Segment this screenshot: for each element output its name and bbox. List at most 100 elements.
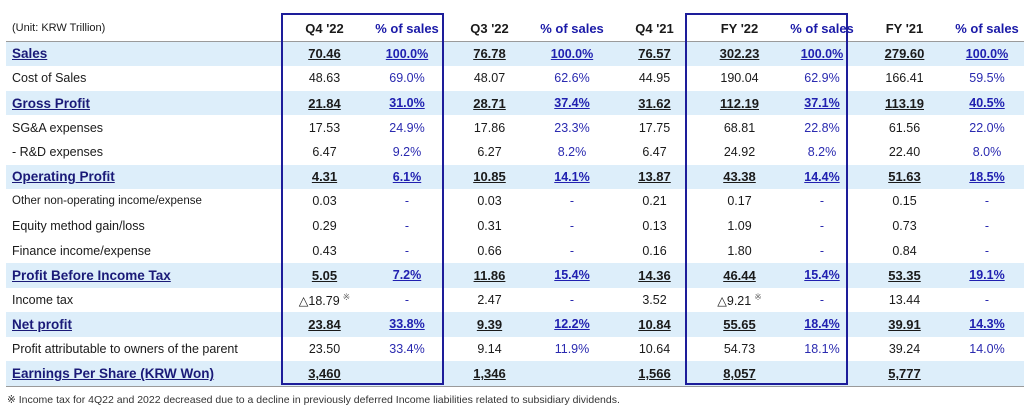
amount-value: 0.15 [892, 194, 917, 209]
value-cell: 0.84 [862, 238, 947, 263]
amount-value: 28.71 [473, 95, 506, 111]
pct-cell: 9.2% [367, 140, 447, 165]
amount-value: 0.29 [312, 219, 337, 234]
table-row: Profit attributable to owners of the par… [6, 337, 1024, 362]
amount-value: 51.63 [888, 169, 921, 185]
pct-cell: 6.1% [367, 164, 447, 190]
pct-cell: 23.3% [532, 115, 612, 140]
value-cell: 39.24 [862, 337, 947, 362]
value-cell: 55.65 [697, 312, 782, 337]
amount-value: 76.57 [638, 46, 671, 62]
table-row: - R&D expenses 6.47 9.2% 6.27 8.2% 6.47 24.92 8… [6, 140, 1024, 165]
pct-cell: - [532, 238, 612, 263]
pct-cell: - [947, 214, 1024, 239]
row-label: Other non-operating income/expense [12, 195, 202, 208]
amount-value: 1.80 [727, 243, 752, 258]
pct-value: - [404, 243, 410, 258]
pct-cell: - [947, 189, 1024, 214]
pct-value: - [819, 194, 825, 209]
pct-cell: 19.1% [947, 262, 1024, 288]
amount-value: 39.91 [888, 316, 921, 332]
pct-cell: - [367, 288, 447, 313]
amount-value: 6.27 [477, 145, 502, 160]
pct-value: - [819, 243, 825, 258]
pct-value: 22.8% [804, 120, 840, 135]
amount-value: 5,777 [888, 366, 921, 382]
amount-value: 0.73 [892, 219, 917, 234]
pct-cell: - [782, 238, 862, 263]
pct-value: 8.2% [557, 145, 587, 160]
pct-cell: 12.2% [532, 312, 612, 337]
value-cell: 10.64 [612, 337, 697, 362]
table-row: Operating Profit 4.31 6.1% 10.85 14.1% 13.87 4… [6, 164, 1024, 190]
pct-value: - [569, 219, 575, 234]
pct-cell: 15.4% [782, 262, 862, 288]
amount-value: 54.73 [723, 342, 756, 357]
amount-value: 6.47 [642, 145, 667, 160]
value-cell: 10.85 [447, 164, 532, 190]
value-cell: 48.07 [447, 66, 532, 91]
pct-value: - [819, 292, 825, 307]
pct-value: - [404, 292, 410, 307]
value-cell: 0.21 [612, 189, 697, 214]
amount-value: 113.19 [884, 95, 925, 111]
amount-value: 0.03 [312, 194, 337, 209]
amount-value: 48.63 [308, 71, 341, 86]
value-cell: 54.73 [697, 337, 782, 362]
pct-cell: 8.2% [782, 140, 862, 165]
pct-value: 11.9% [554, 342, 590, 357]
pct-cell: 15.4% [532, 262, 612, 288]
pct-value: 14.4% [804, 169, 840, 184]
pct-cell: 14.3% [947, 312, 1024, 337]
row-label: Profit Before Income Tax [6, 262, 282, 288]
amount-value: 68.81 [723, 120, 756, 135]
pct-cell: 100.0% [532, 41, 612, 67]
amount-value: 46.44 [723, 267, 756, 283]
pct-value: - [984, 219, 990, 234]
pct-value: 14.1% [554, 169, 590, 184]
amount-value: 3,460 [308, 366, 341, 382]
row-label: Income tax [12, 292, 74, 307]
value-cell: 1.09 [697, 214, 782, 239]
pct-cell: 69.0% [367, 66, 447, 91]
amount-value: 8,057 [723, 366, 756, 382]
pct-value: 18.4% [804, 317, 840, 332]
value-cell: 2.47 [447, 288, 532, 313]
table-row: Income tax △18.79 ※ -2.47-3.52 △9.21 ※ -13.44- [6, 288, 1024, 313]
pct-value: 22.0% [969, 120, 1005, 135]
value-cell: 0.03 [447, 189, 532, 214]
value-cell: 6.47 [612, 140, 697, 165]
row-label: Sales [6, 41, 282, 67]
table-row: Net profit 23.84 33.8% 9.39 12.2% 10.84 55.65 1… [6, 312, 1024, 337]
pct-cell: 8.0% [947, 140, 1024, 165]
pct-value: 100.0% [965, 46, 1009, 61]
amount-value: 6.47 [312, 145, 337, 160]
row-label: Net profit [6, 312, 282, 337]
pct-cell: - [367, 214, 447, 239]
pct-cell: 62.6% [532, 66, 612, 91]
pct-cell: - [367, 189, 447, 214]
value-cell: 70.46 [282, 41, 367, 67]
pct-cell: 100.0% [947, 41, 1024, 67]
amount-value: △18.79 [298, 293, 340, 308]
amount-value: 44.95 [638, 71, 671, 86]
table-row: Other non-operating income/expense 0.03 - 0… [6, 189, 1024, 214]
amount-value: 53.35 [888, 267, 921, 283]
pct-value: 12.2% [554, 317, 590, 332]
header-pct-fy-21: % of sales [947, 16, 1024, 42]
value-cell: 0.13 [612, 214, 697, 239]
value-cell: 48.63 [282, 66, 367, 91]
amount-value: 14.36 [638, 267, 671, 283]
value-cell: 0.15 [862, 189, 947, 214]
amount-value: 31.62 [638, 95, 671, 111]
value-cell: 0.03 [282, 189, 367, 214]
value-cell: 0.66 [447, 238, 532, 263]
table-row: Earnings Per Share (KRW Won) 3,460 1,346 1,… [6, 361, 1024, 387]
pct-cell: 22.8% [782, 115, 862, 140]
pct-value: 14.3% [969, 317, 1005, 332]
row-label: Cost of Sales [12, 71, 87, 86]
value-cell: 6.47 [282, 140, 367, 165]
value-cell: 10.84 [612, 312, 697, 337]
value-cell: 5,777 [862, 361, 947, 387]
pct-value: 18.1% [804, 342, 840, 357]
